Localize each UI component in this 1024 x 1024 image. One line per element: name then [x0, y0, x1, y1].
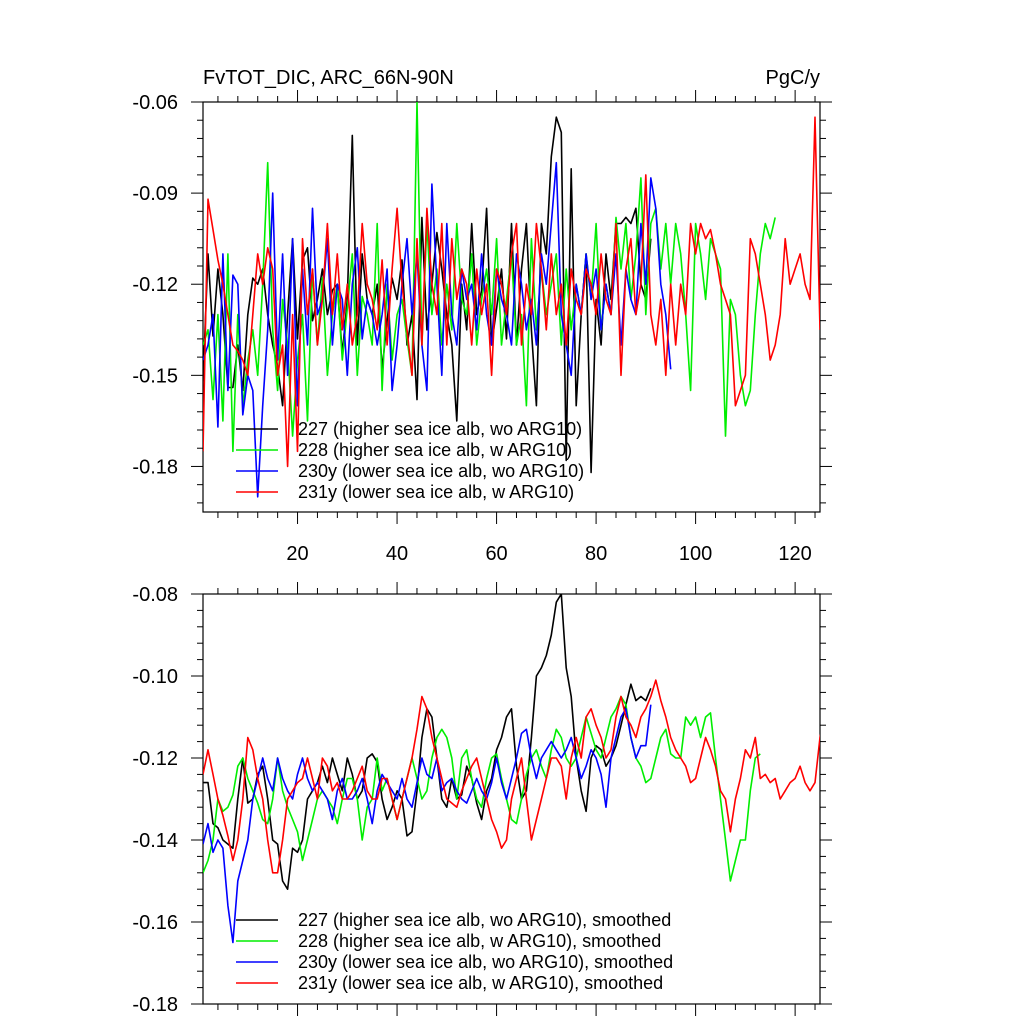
x-tick-label: 20	[286, 543, 308, 565]
x-tick-label: 100	[679, 543, 712, 565]
x-tick-label: 40	[386, 543, 408, 565]
legend-label: 227 (higher sea ice alb, wo ARG10), smoo…	[298, 910, 671, 930]
legend-label: 230y (lower sea ice alb, wo ARG10), smoo…	[298, 952, 673, 972]
y-tick-label: -0.12	[132, 274, 178, 296]
legend-label: 231y (lower sea ice alb, w ARG10)	[298, 482, 574, 502]
series-line-3	[203, 116, 820, 468]
legend-label: 227 (higher sea ice alb, wo ARG10)	[298, 419, 582, 439]
y-tick-label: -0.16	[132, 912, 178, 934]
series-line-2	[203, 704, 652, 944]
y-tick-label: -0.09	[132, 183, 178, 205]
y-tick-label: -0.10	[132, 666, 178, 688]
legend-label: 230y (lower sea ice alb, wo ARG10)	[298, 461, 584, 481]
y-tick-label: -0.15	[132, 365, 178, 387]
y-tick-label: -0.08	[132, 584, 178, 606]
series-line-1	[203, 102, 776, 453]
y-tick-label: -0.12	[132, 748, 178, 770]
y-tick-label: -0.18	[132, 456, 178, 478]
y-tick-label: -0.18	[132, 994, 178, 1016]
top-panel: -0.06 -0.09 -0.12 -0.15 -0.18 20 40 60 80 100 120 2…	[132, 90, 832, 565]
series-line-1	[203, 695, 761, 882]
figure-units: PgC/y	[766, 67, 820, 89]
series-line-3	[203, 679, 820, 874]
y-tick-label: -0.14	[132, 830, 178, 852]
x-tick-label: 80	[585, 543, 607, 565]
legend-label: 231y (lower sea ice alb, w ARG10), smoot…	[298, 973, 663, 993]
figure-title: FvTOT_DIC, ARC_66N-90N	[203, 67, 454, 89]
plot-frame	[202, 593, 821, 1005]
x-tick-label: 60	[485, 543, 507, 565]
legend-label: 228 (higher sea ice alb, w ARG10), smoot…	[298, 931, 661, 951]
x-tick-label: 120	[778, 543, 811, 565]
series-line-2	[203, 161, 672, 498]
bottom-panel: -0.08 -0.10 -0.12 -0.14 -0.16 -0.18 227 (highe…	[132, 582, 832, 1016]
y-tick-label: -0.06	[132, 92, 178, 114]
legend-label: 228 (higher sea ice alb, w ARG10)	[298, 440, 572, 460]
